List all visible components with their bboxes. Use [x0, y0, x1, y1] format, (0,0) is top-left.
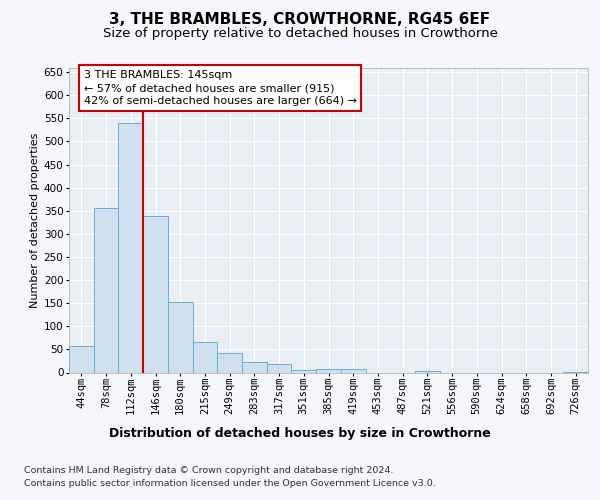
Text: 3 THE BRAMBLES: 145sqm
← 57% of detached houses are smaller (915)
42% of semi-de: 3 THE BRAMBLES: 145sqm ← 57% of detached… — [84, 70, 357, 106]
Bar — [415, 371, 440, 372]
Bar — [242, 362, 267, 372]
Text: Contains public sector information licensed under the Open Government Licence v3: Contains public sector information licen… — [24, 479, 436, 488]
Bar — [143, 216, 168, 372]
Bar — [118, 123, 143, 372]
Text: Contains HM Land Registry data © Crown copyright and database right 2024.: Contains HM Land Registry data © Crown c… — [24, 466, 394, 475]
Bar — [341, 370, 365, 372]
Bar — [193, 342, 217, 372]
Bar — [316, 369, 341, 372]
Bar — [292, 370, 316, 372]
Bar — [267, 364, 292, 372]
Text: Distribution of detached houses by size in Crowthorne: Distribution of detached houses by size … — [109, 428, 491, 440]
Y-axis label: Number of detached properties: Number of detached properties — [29, 132, 40, 308]
Text: Size of property relative to detached houses in Crowthorne: Size of property relative to detached ho… — [103, 28, 497, 40]
Bar — [94, 208, 118, 372]
Bar — [69, 346, 94, 372]
Bar — [217, 353, 242, 372]
Bar — [168, 302, 193, 372]
Text: 3, THE BRAMBLES, CROWTHORNE, RG45 6EF: 3, THE BRAMBLES, CROWTHORNE, RG45 6EF — [109, 12, 491, 28]
